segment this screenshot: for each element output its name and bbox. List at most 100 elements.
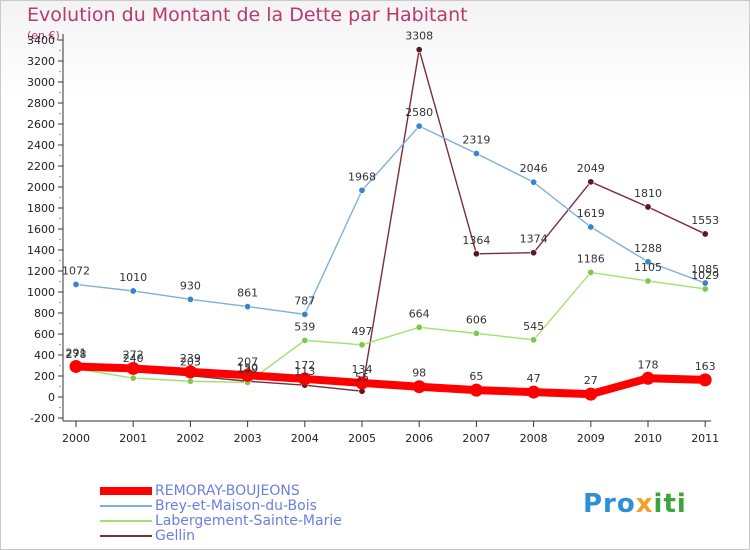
data-label: 606 (466, 313, 487, 326)
x-tick-label: 2008 (520, 432, 548, 445)
data-point (701, 285, 709, 293)
data-point (587, 223, 595, 231)
data-point (298, 372, 312, 386)
y-tick-label: 2800 (27, 97, 55, 110)
data-point (358, 341, 366, 349)
y-minor-tick (59, 196, 61, 199)
series-line-gellin (75, 49, 706, 392)
series-line-labergement-sainte-marie (75, 271, 706, 384)
y-minor-tick (59, 175, 61, 178)
data-label: 65 (469, 370, 483, 383)
data-point (412, 380, 426, 394)
data-point (472, 250, 480, 258)
legend-item: Labergement-Sainte-Marie (100, 514, 400, 529)
x-tick-label: 2010 (634, 432, 662, 445)
data-label: 150 (237, 361, 258, 374)
data-point (469, 383, 483, 397)
x-tick-label: 2002 (176, 432, 204, 445)
data-point (129, 287, 137, 295)
y-minor-tick (59, 91, 61, 94)
legend-item: Gellin (100, 529, 400, 544)
data-point (584, 387, 598, 401)
data-label: 3308 (405, 30, 433, 43)
legend-swatch (100, 520, 152, 522)
y-tick-label: 2400 (27, 139, 55, 152)
y-tick-label: 1600 (27, 223, 55, 236)
data-label: 113 (294, 365, 315, 378)
y-tick-label: 3200 (27, 55, 55, 68)
data-label: 2319 (462, 134, 490, 147)
y-tick-label: 200 (34, 370, 55, 383)
y-tick-label: 1400 (27, 244, 55, 257)
y-tick-label: 3000 (27, 76, 55, 89)
data-label: 1029 (691, 269, 719, 282)
data-label: 664 (409, 307, 430, 320)
chart-subtitle: (en €) (27, 29, 60, 42)
y-tick-label: 1200 (27, 265, 55, 278)
data-label: 203 (180, 356, 201, 369)
data-label: 239 (180, 352, 201, 365)
data-label: 497 (352, 325, 373, 338)
x-tick-label: 2005 (348, 432, 376, 445)
data-point (527, 385, 541, 399)
legend-swatch (100, 535, 152, 537)
data-label: 178 (638, 358, 659, 371)
data-label: 207 (237, 355, 258, 368)
data-label: 787 (294, 294, 315, 307)
legend-label: Gellin (155, 528, 196, 544)
data-label: 1374 (520, 233, 548, 246)
data-point (129, 374, 137, 382)
x-tick-label: 2000 (62, 432, 90, 445)
y-tick-label: 2000 (27, 181, 55, 194)
data-point (244, 303, 252, 311)
data-label: 1288 (634, 242, 662, 255)
data-label: 272 (123, 348, 144, 361)
data-label: 2046 (520, 162, 548, 175)
x-tick-label: 2001 (119, 432, 147, 445)
chart-legend: REMORAY-BOUJEONS Brey-et-Maison-du-Bois La… (100, 484, 400, 544)
data-point (126, 361, 140, 375)
y-tick-label: -200 (30, 412, 55, 425)
data-point (530, 249, 538, 257)
y-tick-label: 0 (48, 391, 55, 404)
data-point (472, 329, 480, 337)
data-label: 861 (237, 287, 258, 300)
data-label: 55 (355, 371, 369, 384)
data-point (301, 310, 309, 318)
y-minor-tick (59, 280, 61, 283)
data-point (415, 46, 423, 54)
data-point (644, 203, 652, 211)
data-point (301, 336, 309, 344)
data-point (183, 365, 197, 379)
proxiti-logo: Proxiti (583, 489, 687, 519)
series-line-remoray-boujeons (72, 362, 710, 399)
data-point (698, 373, 712, 387)
x-tick-label: 2003 (234, 432, 262, 445)
legend-label: REMORAY-BOUJEONS (155, 483, 300, 499)
data-point (355, 376, 369, 390)
data-label: 1619 (577, 207, 605, 220)
data-label: 172 (294, 359, 315, 372)
y-minor-tick (59, 49, 61, 52)
data-label: 2580 (405, 106, 433, 119)
data-label: 1186 (577, 252, 605, 265)
data-label: 1085 (691, 263, 719, 276)
legend-label: Brey-et-Maison-du-Bois (155, 498, 317, 514)
data-label: 134 (352, 363, 373, 376)
data-label: 545 (523, 320, 544, 333)
legend-swatch (100, 505, 152, 507)
data-point (72, 280, 80, 288)
data-point (241, 368, 255, 382)
y-minor-tick (59, 364, 61, 367)
data-label: 1105 (634, 261, 662, 274)
y-tick-label: 2600 (27, 118, 55, 131)
data-point (701, 230, 709, 238)
data-label: 27 (584, 374, 598, 387)
y-tick-label: 600 (34, 328, 55, 341)
y-minor-tick (59, 301, 61, 304)
legend-item: Brey-et-Maison-du-Bois (100, 499, 400, 514)
data-point (587, 268, 595, 276)
y-tick-label: 2200 (27, 160, 55, 173)
data-label: 930 (180, 279, 201, 292)
